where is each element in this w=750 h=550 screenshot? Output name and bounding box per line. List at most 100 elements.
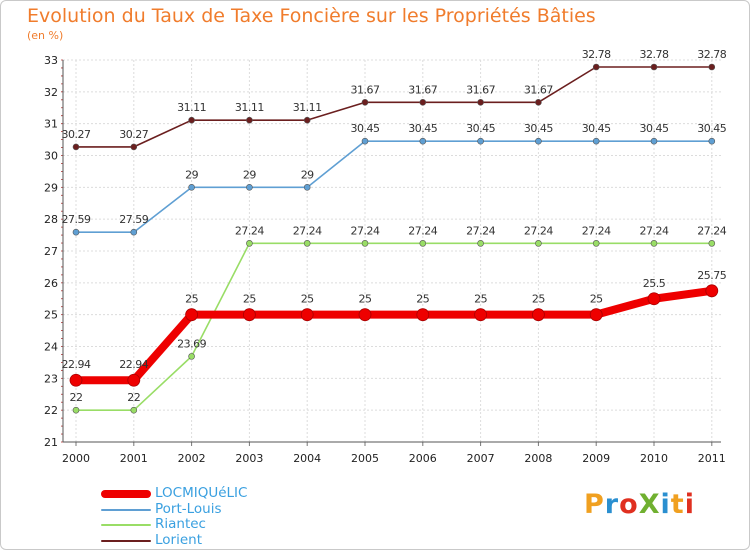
data-point-lorient-2002: [188, 116, 195, 124]
data-label-locmiquélic-2008: 25: [532, 293, 545, 306]
data-label-locmiquélic-2007: 25: [474, 293, 487, 306]
logo-letter: i: [684, 489, 695, 520]
y-tick-label-11: 32: [44, 86, 58, 99]
data-point-port-louis-2002: [188, 184, 195, 191]
y-tick-label-10: 31: [44, 118, 58, 131]
legend-label-lorient: Lorient: [155, 531, 202, 548]
data-label-lorient-2011: 32.78: [697, 48, 726, 61]
data-label-riantec-2003: 27.24: [235, 224, 264, 237]
data-label-locmiquélic-2006: 25: [416, 293, 429, 306]
data-label-locmiquélic-2005: 25: [359, 293, 372, 306]
data-label-lorient-2010: 32.78: [640, 48, 669, 61]
data-point-port-louis-2004: [303, 184, 311, 191]
data-label-riantec-2010: 27.24: [640, 224, 669, 237]
data-point-port-louis-2006: [419, 137, 427, 145]
data-label-lorient-2000: 30.27: [62, 128, 91, 141]
data-label-lorient-2004: 31.11: [293, 101, 322, 114]
data-label-port-louis-2007: 30.45: [466, 122, 495, 135]
data-label-riantec-2006: 27.24: [408, 224, 437, 237]
logo-letter: o: [619, 489, 639, 520]
data-point-locmiquélic-2001: [127, 373, 141, 387]
chart-unit-label: (en %): [27, 29, 64, 42]
y-tick-label-8: 29: [44, 181, 58, 194]
data-point-lorient-2003: [246, 116, 253, 124]
logo-letter: i: [660, 489, 671, 520]
data-label-lorient-2008: 31.67: [524, 83, 553, 96]
data-point-lorient-2010: [650, 63, 658, 71]
data-point-port-louis-2000: [72, 228, 80, 236]
data-label-locmiquélic-2004: 25: [301, 293, 314, 306]
x-tick-label-2003: 2003: [235, 452, 263, 465]
data-label-locmiquélic-2010: 25.5: [643, 277, 666, 290]
series-line-port-louis: [75, 140, 713, 234]
data-label-lorient-2001: 30.27: [119, 128, 148, 141]
data-point-locmiquélic-2002: [185, 308, 199, 322]
x-tick-label-2009: 2009: [582, 452, 610, 465]
data-label-riantec-2002: 23.69: [177, 337, 206, 350]
data-label-port-louis-2011: 30.45: [697, 122, 726, 135]
data-label-locmiquélic-2000: 22.94: [62, 358, 91, 371]
y-tick-label-6: 27: [44, 245, 58, 258]
data-point-locmiquélic-2006: [416, 308, 430, 322]
logo-letter: r: [604, 489, 620, 520]
data-point-locmiquélic-2007: [474, 308, 488, 322]
data-point-lorient-2005: [361, 99, 369, 106]
legend-label-riantec: Riantec: [155, 516, 206, 532]
proxiti-logo: ProXiti: [584, 489, 695, 520]
data-point-lorient-2001: [130, 143, 138, 151]
data-label-port-louis-2005: 30.45: [351, 122, 380, 135]
data-label-riantec-2007: 27.24: [466, 224, 495, 237]
data-point-port-louis-2008: [535, 137, 542, 145]
data-label-lorient-2007: 31.67: [466, 83, 495, 96]
y-tick-label-12: 33: [44, 54, 58, 67]
series-line-lorient: [75, 66, 713, 148]
x-tick-label-2011: 2011: [698, 452, 726, 465]
data-point-port-louis-2007: [477, 137, 484, 145]
y-tick-label-7: 28: [44, 213, 58, 226]
legend-label-port-louis: Port-Louis: [155, 500, 222, 517]
data-point-port-louis-2010: [650, 137, 658, 145]
data-point-locmiquélic-2010: [647, 292, 661, 306]
y-tick-label-5: 26: [44, 277, 58, 290]
data-label-riantec-2000: 22: [70, 391, 83, 404]
data-label-port-louis-2001: 27.59: [119, 213, 148, 226]
data-point-riantec-2003: [246, 240, 253, 247]
data-label-lorient-2006: 31.67: [408, 83, 437, 96]
data-label-lorient-2005: 31.67: [351, 83, 380, 96]
legend-swatch-lorient: [101, 539, 151, 542]
data-point-port-louis-2005: [361, 137, 369, 145]
data-point-riantec-2004: [303, 240, 311, 247]
data-label-riantec-2009: 27.24: [582, 224, 611, 237]
x-tick-label-2008: 2008: [524, 452, 552, 465]
data-label-locmiquélic-2011: 25.75: [697, 269, 726, 282]
legend-swatch-locmiquélic: [101, 490, 151, 498]
logo-letter: t: [670, 489, 685, 520]
data-point-locmiquélic-2009: [589, 308, 603, 322]
data-point-lorient-2011: [708, 63, 716, 71]
data-label-riantec-2001: 22: [127, 391, 140, 404]
data-point-locmiquélic-2003: [242, 308, 256, 322]
data-label-port-louis-2010: 30.45: [640, 122, 669, 135]
data-point-locmiquélic-2005: [358, 308, 372, 322]
data-label-locmiquélic-2002: 25: [185, 293, 198, 306]
data-point-locmiquélic-2011: [705, 284, 719, 298]
y-tick-label-3: 24: [44, 341, 58, 354]
data-point-riantec-2006: [419, 240, 427, 247]
data-label-lorient-2002: 31.11: [177, 101, 206, 114]
x-tick-label-2002: 2002: [178, 452, 206, 465]
data-label-riantec-2004: 27.24: [293, 224, 322, 237]
data-label-port-louis-2000: 27.59: [62, 213, 91, 226]
data-point-port-louis-2001: [130, 228, 138, 236]
data-point-locmiquélic-2008: [532, 308, 545, 322]
data-point-port-louis-2003: [246, 184, 253, 191]
x-tick-label-2000: 2000: [62, 452, 90, 465]
data-point-riantec-2001: [130, 406, 138, 414]
legend-swatch-riantec: [101, 524, 151, 526]
legend-swatch-port-louis: [101, 508, 151, 511]
data-label-lorient-2003: 31.11: [235, 101, 264, 114]
data-label-riantec-2008: 27.24: [524, 224, 553, 237]
y-tick-label-1: 22: [44, 404, 58, 417]
data-label-locmiquélic-2001: 22.94: [119, 358, 148, 371]
